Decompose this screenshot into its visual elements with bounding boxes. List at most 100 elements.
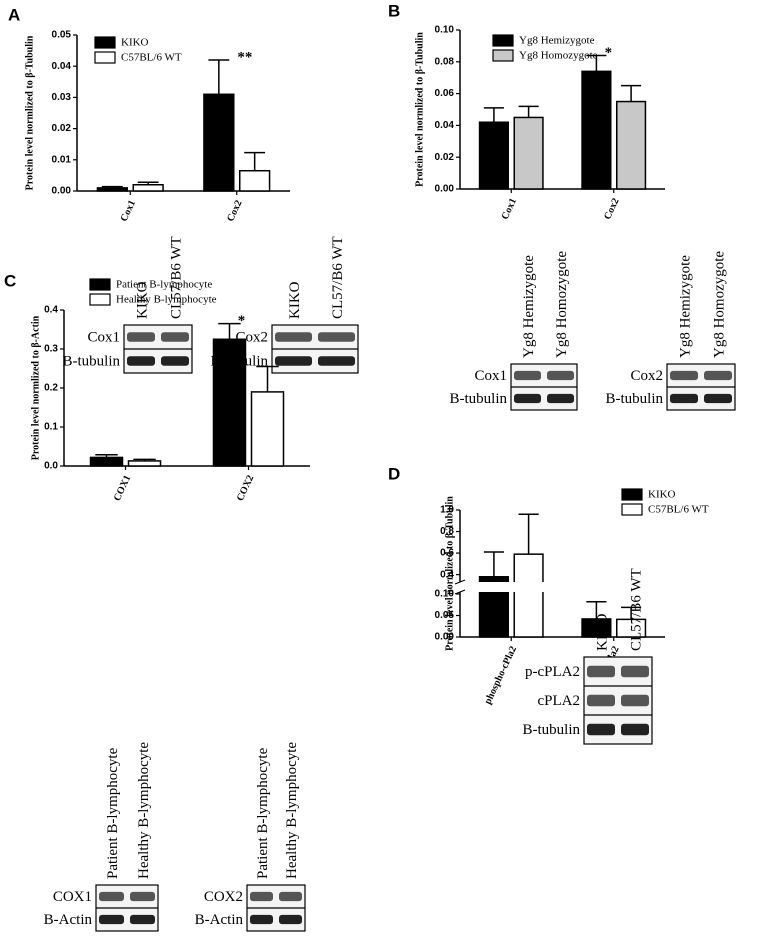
row-label: B-tubulin — [605, 391, 663, 407]
error-bar — [137, 181, 159, 185]
panel-label: C — [4, 271, 16, 290]
y-tick-label: 0.03 — [52, 92, 72, 103]
error-bar — [586, 600, 607, 619]
blot-band — [318, 332, 355, 342]
y-tick-label: 0.8 — [440, 526, 454, 537]
y-tick-label: 0.06 — [435, 88, 455, 99]
blot-band — [275, 356, 312, 366]
y-tick-label: 0.02 — [435, 152, 455, 163]
error-bar — [256, 365, 279, 392]
lane-label: CL57/B6 WT — [628, 568, 644, 651]
blot-band — [99, 914, 124, 925]
legend-label: KIKO — [121, 37, 149, 49]
y-tick-label: 0.6 — [440, 548, 454, 559]
legend-label: Yg8 Hemizygote — [519, 35, 595, 47]
bar — [89, 456, 124, 467]
y-tick-label: 0.01 — [52, 154, 72, 165]
error-bar — [101, 185, 123, 188]
legend-swatch — [621, 488, 643, 501]
y-axis-label: Protein level normlized to β-Tubulin — [414, 32, 425, 187]
blot-band — [547, 370, 574, 381]
blot-band — [279, 914, 302, 925]
row-label: B-tubulin — [449, 391, 507, 407]
error-bar — [483, 551, 504, 577]
row-label: B-Actin — [44, 912, 93, 928]
axis-break — [454, 582, 669, 592]
y-tick-label: 0.00 — [435, 632, 455, 643]
bar — [250, 391, 285, 467]
panel-label: A — [8, 5, 20, 24]
axis-break-mark — [454, 579, 466, 595]
blot-band — [127, 332, 155, 342]
row-label: B-tubulin — [522, 722, 580, 738]
row-label: Cox2 — [630, 368, 663, 384]
bar — [96, 187, 128, 192]
row-label: Cox1 — [87, 329, 120, 345]
y-tick-label: 1.0 — [440, 505, 454, 516]
bar — [616, 100, 647, 190]
error-bar — [518, 513, 539, 555]
legend-label: Healthy B-lymphocyte — [116, 294, 217, 306]
bar — [212, 338, 247, 467]
error-bar — [621, 84, 642, 102]
legend-swatch — [94, 51, 116, 64]
y-tick-label: 0.00 — [435, 184, 455, 195]
panel-label: B — [388, 1, 400, 20]
legend-swatch — [89, 278, 111, 291]
bar — [127, 460, 162, 467]
error-bar — [218, 322, 241, 340]
lane-label: Yg8 Homozygote — [554, 251, 570, 358]
x-tick-label: Cox1 — [500, 197, 519, 222]
blot-band — [514, 370, 541, 381]
row-label: Cox1 — [474, 368, 507, 384]
y-tick-label: 0.04 — [435, 120, 455, 131]
blot-band — [127, 356, 155, 366]
y-tick-label: 0.05 — [52, 30, 72, 41]
lane-label: KIKO — [594, 613, 610, 651]
blot-band — [621, 694, 649, 707]
error-bar — [483, 107, 504, 123]
lane-label: Yg8 Hemizygote — [521, 255, 537, 358]
legend-swatch — [492, 49, 514, 62]
row-label: cPLA2 — [538, 693, 581, 709]
x-tick-label: Cox2 — [225, 199, 244, 224]
x-tick-label: Cox2 — [602, 197, 621, 222]
lane-label: Yg8 Hemizygote — [677, 255, 693, 358]
legend-label: KIKO — [648, 489, 676, 501]
row-label: COX1 — [53, 889, 92, 905]
bar — [239, 169, 271, 192]
blot-band — [161, 356, 189, 366]
y-tick-label: 0.00 — [52, 186, 72, 197]
y-tick-label: 0.10 — [435, 589, 455, 600]
error-bar — [586, 54, 607, 72]
y-tick-label: 0.04 — [52, 61, 72, 72]
blot-band — [621, 665, 649, 678]
x-tick-label: Cox1 — [119, 199, 138, 224]
y-axis-label: Protein level normlized to β-Actin — [30, 315, 41, 460]
error-bar — [208, 59, 230, 95]
lane-label: Yg8 Homozygote — [711, 251, 727, 358]
legend-swatch — [621, 503, 643, 516]
y-tick-label: 0.05 — [435, 610, 455, 621]
y-tick-label: 0.1 — [44, 422, 58, 433]
blot-band — [514, 393, 541, 404]
bar — [132, 184, 164, 192]
blot-band — [704, 393, 732, 404]
error-bar — [621, 606, 642, 620]
bar — [513, 116, 544, 190]
legend-label: Patient B-lymphocyte — [116, 279, 212, 291]
y-tick-label: 0.4 — [440, 569, 454, 580]
error-bar — [518, 105, 539, 118]
bar — [513, 553, 544, 638]
legend-label: Yg8 Homozygote — [519, 50, 598, 62]
y-tick-label: 0.4 — [44, 305, 58, 316]
y-tick-label: 0.08 — [435, 56, 455, 67]
blot-band — [621, 723, 649, 736]
legend-swatch — [492, 34, 514, 47]
y-tick-label: 0.10 — [435, 25, 455, 36]
blot-band — [130, 914, 155, 925]
y-tick-label: 0.2 — [44, 383, 58, 394]
lane-label: CL57/B6 WT — [168, 236, 184, 319]
lane-label: Healthy B-lymphocyte — [284, 742, 300, 879]
lane-label: CL57/B6 WT — [330, 236, 346, 319]
